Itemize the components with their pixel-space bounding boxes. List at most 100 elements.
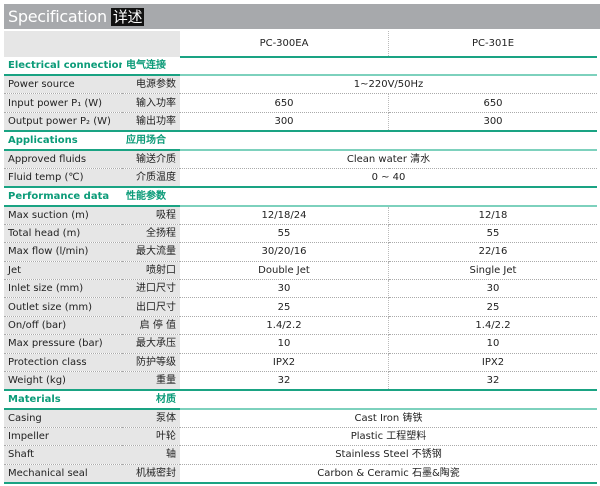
section-header: Electrical connection 电气连接: [4, 57, 597, 77]
row-value-b: 25: [388, 297, 597, 317]
row-label-cn: 叶轮: [122, 427, 180, 447]
section-title-cn: 电气连接: [122, 57, 180, 77]
row-value-a: IPX2: [180, 353, 389, 372]
row-label-cn: 全扬程: [122, 224, 180, 244]
row-value: Clean water 清水: [180, 149, 597, 169]
table-row: Inlet size (mm) 进口尺寸 30 30: [4, 279, 597, 299]
row-label-cn: 出口尺寸: [122, 297, 180, 317]
row-label-cn: 喷射口: [122, 261, 180, 280]
row-label-en: Shaft: [4, 445, 122, 465]
section-title-en: Electrical connection: [4, 57, 122, 77]
row-value-b: 12/18: [388, 205, 597, 225]
table-row: Casing 泵体 Cast Iron 铸铁: [4, 408, 597, 428]
row-label-en: Approved fluids: [4, 149, 122, 169]
row-label-cn: 启 停 值: [122, 316, 180, 336]
row-label-cn: 输入功率: [122, 93, 180, 113]
row-label-cn: 电源参数: [122, 75, 180, 95]
row-label-en: Outlet size (mm): [4, 297, 122, 317]
row-label-en: Power source: [4, 75, 122, 95]
table-row: Shaft 轴 Stainless Steel 不锈钢: [4, 445, 597, 465]
row-value: 1~220V/50Hz: [180, 75, 597, 95]
row-label-en: Max pressure (bar): [4, 334, 122, 354]
table-row: Impeller 叶轮 Plastic 工程塑料: [4, 427, 597, 447]
row-label-en: Weight (kg): [4, 371, 122, 391]
table-row: Max flow (l/min) 最大流量 30/20/16 22/16: [4, 242, 597, 262]
row-label-en: On/off (bar): [4, 316, 122, 336]
model-a: PC-300EA: [180, 31, 389, 58]
section-title-en: Materials: [4, 389, 122, 410]
table-row: Max pressure (bar) 最大承压 10 10: [4, 334, 597, 354]
table-row: Total head (m) 全扬程 55 55: [4, 224, 597, 244]
row-value-a: 32: [180, 371, 389, 391]
row-value-a: 1.4/2.2: [180, 316, 389, 336]
row-value: Carbon & Ceramic 石墨&陶瓷: [180, 464, 597, 484]
row-value-b: 30: [388, 279, 597, 299]
row-label-en: Impeller: [4, 427, 122, 447]
title-cn: 详述: [110, 8, 145, 26]
table-row: Fluid temp (℃) 介质温度 0 ~ 40: [4, 168, 597, 188]
model-b: PC-301E: [388, 31, 597, 58]
row-label-cn: 介质温度: [122, 168, 180, 188]
table-row: Weight (kg) 重量 32 32: [4, 371, 597, 391]
row-label-en: Mechanical seal: [4, 464, 122, 484]
row-value: Cast Iron 铸铁: [180, 408, 597, 428]
row-label-cn: 泵体: [122, 408, 180, 428]
section-spacer: [180, 130, 597, 151]
spec-table: PC-300EA PC-301E Electrical connection 电气…: [4, 31, 597, 484]
row-label-en: Protection class: [4, 353, 122, 372]
table-row: Jet 喷射口 Double Jet Single Jet: [4, 261, 597, 280]
row-label-cn: 轴: [122, 445, 180, 465]
row-label-cn: 进口尺寸: [122, 279, 180, 299]
row-label-en: Output power P₂ (W): [4, 112, 122, 132]
row-value-a: 300: [180, 112, 389, 132]
row-value: Stainless Steel 不锈钢: [180, 445, 597, 465]
table-row: Power source 电源参数 1~220V/50Hz: [4, 75, 597, 95]
row-value-b: 32: [388, 371, 597, 391]
row-label-cn: 吸程: [122, 205, 180, 225]
table-row: Input power P₁ (W) 输入功率 650 650: [4, 93, 597, 113]
row-label-en: Fluid temp (℃): [4, 168, 122, 188]
section-spacer: [180, 186, 597, 207]
section-header: Applications 应用场合: [4, 130, 597, 151]
row-label-cn: 输送介质: [122, 149, 180, 169]
row-label-cn: 输出功率: [122, 112, 180, 132]
row-value-a: 30: [180, 279, 389, 299]
section-header: Materials 材质: [4, 389, 597, 410]
row-value-b: 22/16: [388, 242, 597, 262]
table-row: On/off (bar) 启 停 值 1.4/2.2 1.4/2.2: [4, 316, 597, 336]
title-en: Specification: [8, 7, 107, 26]
spec-title: Specification 详述: [4, 4, 600, 29]
row-value-b: Single Jet: [388, 261, 597, 280]
section-title-en: Applications: [4, 130, 122, 151]
row-value-b: 300: [388, 112, 597, 132]
section-title-en: Performance data: [4, 186, 122, 207]
row-value-a: 55: [180, 224, 389, 244]
row-label-en: Input power P₁ (W): [4, 93, 122, 113]
section-header: Performance data 性能参数: [4, 186, 597, 207]
row-label-en: Casing: [4, 408, 122, 428]
section-title-cn: 性能参数: [122, 186, 180, 207]
row-value-a: 30/20/16: [180, 242, 389, 262]
row-value-a: 12/18/24: [180, 205, 389, 225]
row-value-b: 1.4/2.2: [388, 316, 597, 336]
row-value-b: 55: [388, 224, 597, 244]
row-value: Plastic 工程塑料: [180, 427, 597, 447]
row-value-a: 25: [180, 297, 389, 317]
row-label-cn: 机械密封: [122, 464, 180, 484]
row-label-en: Jet: [4, 261, 122, 280]
row-label-cn: 防护等级: [122, 353, 180, 372]
row-label-en: Max suction (m): [4, 205, 122, 225]
row-label-cn: 最大承压: [122, 334, 180, 354]
row-label-en: Inlet size (mm): [4, 279, 122, 299]
row-label-en: Total head (m): [4, 224, 122, 244]
section-spacer: [180, 57, 597, 77]
row-value-a: Double Jet: [180, 261, 389, 280]
table-row: Outlet size (mm) 出口尺寸 25 25: [4, 297, 597, 317]
table-row: Mechanical seal 机械密封 Carbon & Ceramic 石墨&陶…: [4, 464, 597, 484]
row-value-b: 10: [388, 334, 597, 354]
row-value-b: IPX2: [388, 353, 597, 372]
table-row: Output power P₂ (W) 输出功率 300 300: [4, 112, 597, 132]
row-label-en: Max flow (l/min): [4, 242, 122, 262]
section-title-cn: 应用场合: [122, 130, 180, 151]
table-row: Approved fluids 输送介质 Clean water 清水: [4, 149, 597, 169]
